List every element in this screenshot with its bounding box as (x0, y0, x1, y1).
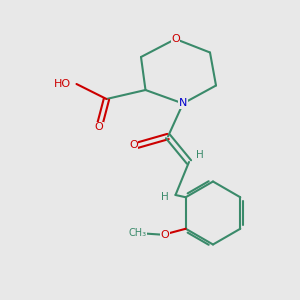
Text: O: O (160, 230, 169, 240)
Text: CH₃: CH₃ (129, 228, 147, 238)
Text: H: H (161, 191, 169, 202)
Text: O: O (129, 140, 138, 151)
Text: N: N (179, 98, 187, 109)
Text: O: O (171, 34, 180, 44)
Text: H: H (196, 149, 203, 160)
Text: O: O (94, 122, 103, 133)
Text: HO: HO (54, 79, 71, 89)
